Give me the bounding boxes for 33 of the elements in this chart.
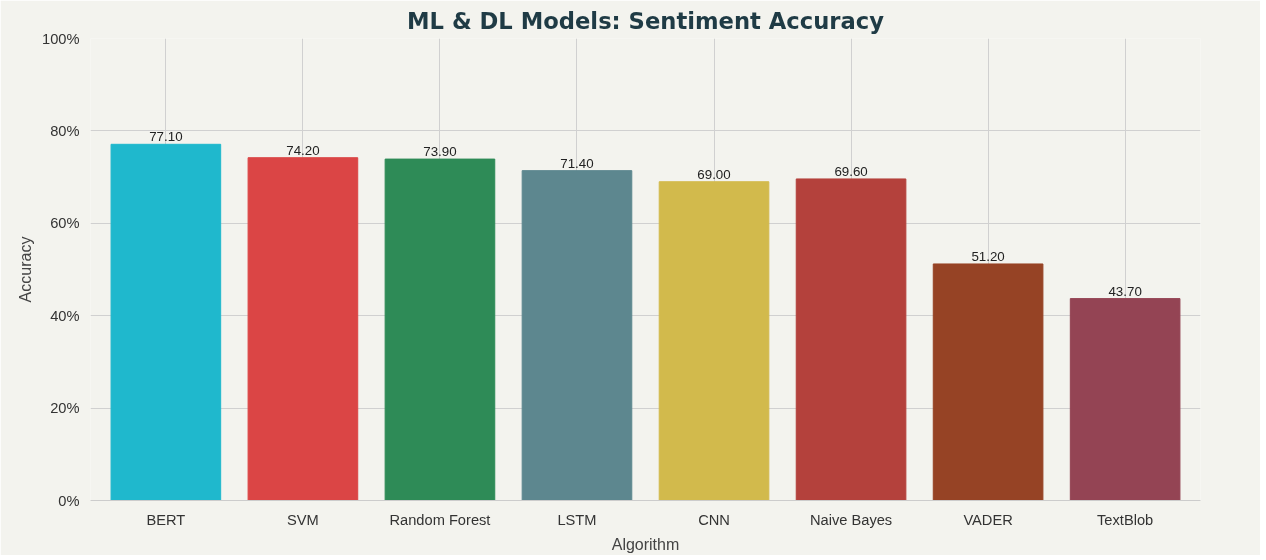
data-label: 69.60 xyxy=(834,163,868,179)
y-tick-label: 0% xyxy=(58,492,80,509)
bar xyxy=(521,170,633,501)
chart-title: ML & DL Models: Sentiment Accuracy xyxy=(407,7,885,34)
x-tick-label: Naive Bayes xyxy=(809,511,893,528)
x-tick-label: Random Forest xyxy=(389,511,491,528)
data-label: 71.40 xyxy=(560,155,594,171)
bar xyxy=(1069,298,1181,501)
bar xyxy=(110,143,222,501)
x-tick-label: SVM xyxy=(287,511,319,528)
bar xyxy=(384,158,496,501)
x-tick-label: LSTM xyxy=(557,511,597,528)
data-label: 73.90 xyxy=(423,144,457,160)
y-tick-label: 40% xyxy=(50,307,80,324)
bar xyxy=(658,181,770,501)
bar xyxy=(795,178,907,501)
data-label: 51.20 xyxy=(971,248,1005,264)
y-tick-label: 60% xyxy=(50,215,80,232)
x-tick-label: TextBlob xyxy=(1097,511,1154,528)
x-tick-label: CNN xyxy=(698,511,730,528)
x-axis-title: Algorithm xyxy=(611,535,680,553)
y-axis-title: Accuracy xyxy=(17,236,35,303)
y-tick-label: 100% xyxy=(42,30,80,47)
y-tick-label: 80% xyxy=(50,122,80,139)
data-label: 74.20 xyxy=(286,142,320,158)
data-label: 77.10 xyxy=(149,129,183,145)
bar xyxy=(932,263,1044,501)
x-tick-label: BERT xyxy=(146,511,186,528)
bar xyxy=(247,157,359,501)
x-tick-label: VADER xyxy=(963,511,1013,528)
data-label: 69.00 xyxy=(697,166,731,182)
y-tick-label: 20% xyxy=(50,400,80,417)
data-label: 43.70 xyxy=(1108,283,1142,299)
